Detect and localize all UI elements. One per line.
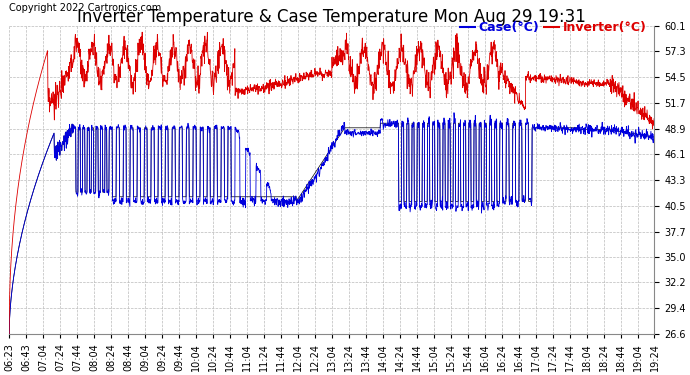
Legend: Case(°C), Inverter(°C): Case(°C), Inverter(°C) [459,20,648,35]
Title: Inverter Temperature & Case Temperature Mon Aug 29 19:31: Inverter Temperature & Case Temperature … [77,8,586,26]
Text: Copyright 2022 Cartronics.com: Copyright 2022 Cartronics.com [9,3,161,13]
